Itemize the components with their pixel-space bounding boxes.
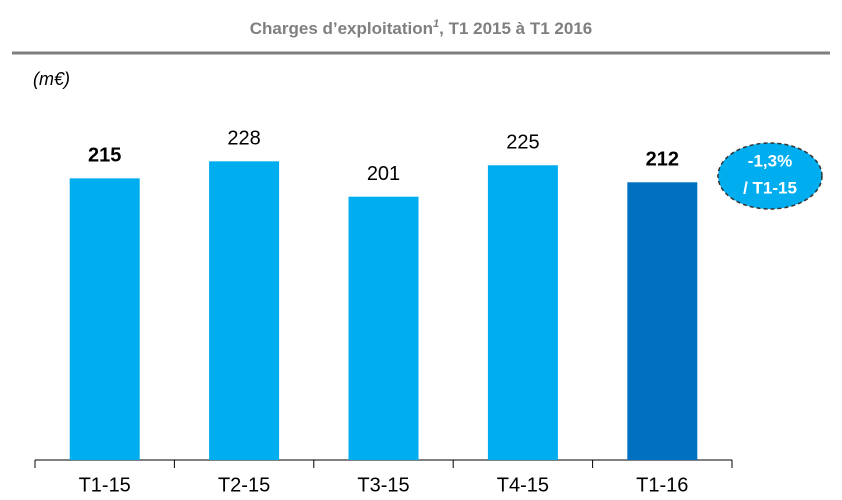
value-label: 228 <box>227 128 260 150</box>
x-tick-label: T4-15 <box>497 474 549 496</box>
annotation-text: -1,3% <box>748 151 792 170</box>
title-text: Charges d’exploitation <box>250 19 433 38</box>
x-tick-label: T3-15 <box>357 474 409 496</box>
annotation-text: / T1-15 <box>743 178 797 197</box>
x-tick-label: T2-15 <box>218 474 270 496</box>
x-tick-label: T1-16 <box>636 474 688 496</box>
x-tick-label: T1-15 <box>79 474 131 496</box>
value-label: 212 <box>646 149 679 171</box>
value-label: 201 <box>367 163 400 185</box>
bar <box>348 196 419 460</box>
title-note: 1 <box>433 18 439 30</box>
bar <box>69 178 140 460</box>
value-label: 225 <box>506 132 539 154</box>
value-label: 215 <box>88 145 121 167</box>
annotation-bubble <box>717 142 823 210</box>
bar <box>209 161 280 460</box>
unit-label: (m€) <box>33 69 70 89</box>
title-suffix: , T1 2015 à T1 2016 <box>439 19 592 38</box>
bar <box>627 182 698 460</box>
bar <box>487 165 558 460</box>
chart-title: Charges d’exploitation1, T1 2015 à T1 20… <box>250 18 592 39</box>
